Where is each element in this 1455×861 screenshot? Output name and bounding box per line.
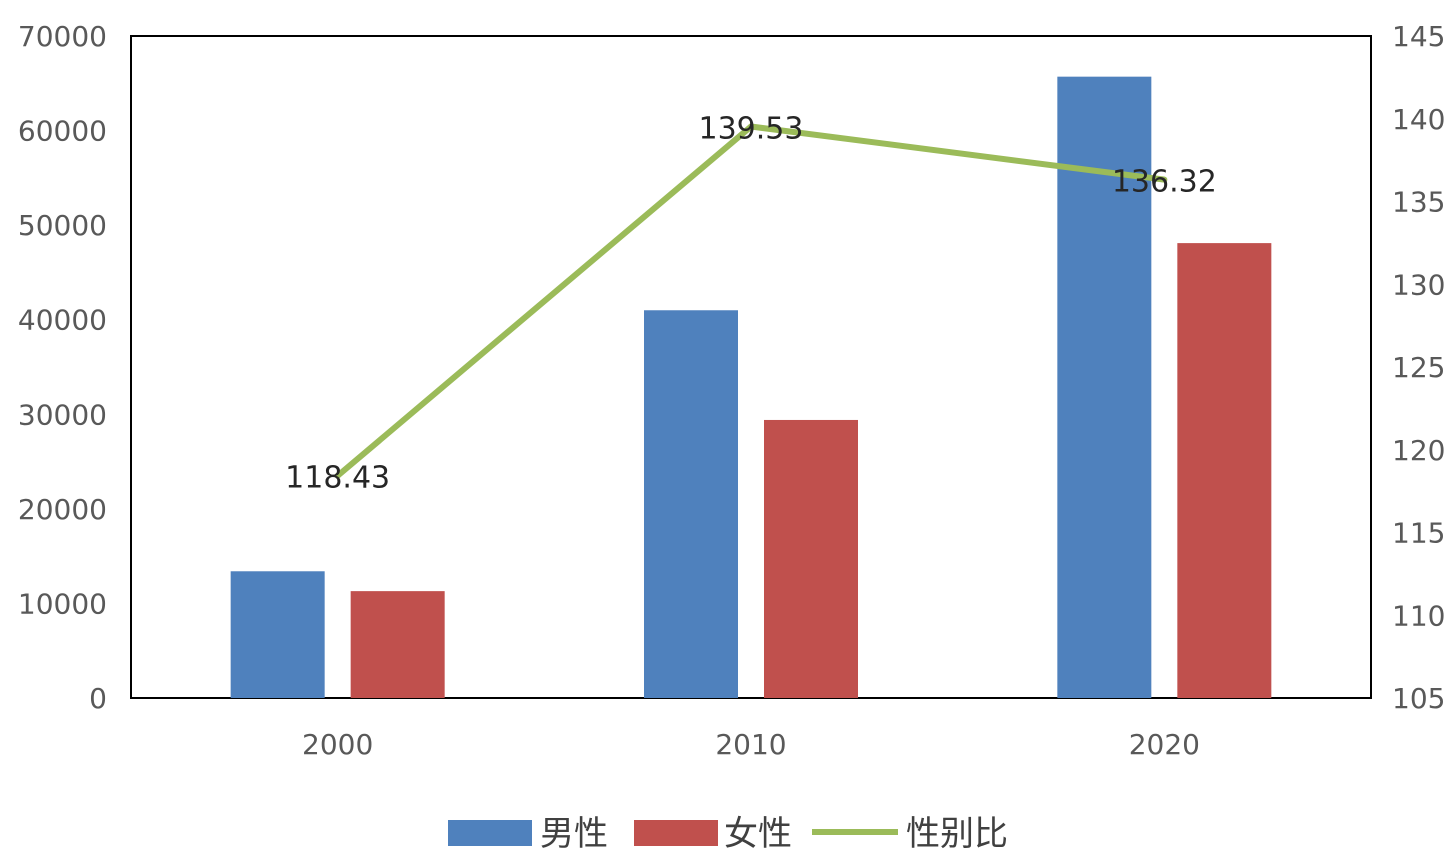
plot-frame — [130, 35, 1372, 699]
right-tick-label: 105 — [1392, 682, 1445, 715]
right-tick-label: 130 — [1392, 268, 1445, 301]
left-axis-ticks: 0 10000 20000 30000 40000 50000 60000 70000 — [18, 20, 107, 715]
bar-male-2000 — [230, 571, 325, 698]
bar-female-2010 — [764, 419, 858, 698]
x-axis-ticks: 2000 2010 2020 — [302, 728, 1200, 761]
legend-swatch-female — [634, 820, 718, 846]
x-tick-label: 2000 — [302, 728, 373, 761]
legend-label: 女性 — [724, 814, 792, 854]
left-tick-label: 60000 — [18, 115, 107, 148]
sex-ratio-line — [335, 123, 1165, 479]
legend: 男性 女性 性别比 — [448, 814, 1008, 854]
right-axis-ticks: 105 110 115 120 125 130 135 140 145 — [1392, 20, 1445, 715]
left-tick-label: 40000 — [18, 304, 107, 337]
bar-female-2020 — [1177, 243, 1272, 698]
right-tick-label: 110 — [1392, 599, 1445, 632]
bar-male-2010 — [644, 310, 738, 698]
sex-ratio-point-2020 — [1161, 176, 1168, 183]
line-layer: 118.43 139.53 136.32 — [285, 112, 1217, 496]
right-tick-label: 115 — [1392, 517, 1445, 550]
right-tick-label: 125 — [1392, 351, 1445, 384]
left-tick-label: 50000 — [18, 209, 107, 242]
legend-label: 男性 — [540, 814, 608, 854]
legend-label: 性别比 — [906, 814, 1008, 854]
left-tick-label: 70000 — [18, 20, 107, 53]
legend-swatch-male — [448, 820, 532, 846]
sex-ratio-point-2010 — [748, 123, 754, 130]
right-tick-label: 140 — [1392, 103, 1445, 136]
left-tick-label: 0 — [89, 682, 107, 715]
sex-ratio-data-label-2010: 139.53 — [699, 112, 804, 147]
left-tick-label: 30000 — [18, 398, 107, 431]
right-tick-label: 135 — [1392, 186, 1445, 219]
right-tick-label: 145 — [1392, 20, 1445, 53]
sex-ratio-point-2000 — [334, 472, 341, 479]
x-tick-label: 2020 — [1129, 728, 1200, 761]
left-tick-label: 10000 — [18, 587, 107, 620]
bar-male-2020 — [1057, 76, 1152, 698]
x-tick-label: 2010 — [715, 728, 786, 761]
left-tick-label: 20000 — [18, 493, 107, 526]
sex-ratio-data-label-2020: 136.32 — [1112, 165, 1217, 200]
sex-ratio-data-label-2000: 118.43 — [285, 461, 390, 496]
bars-layer — [230, 76, 1272, 698]
bar-female-2000 — [350, 591, 445, 698]
right-tick-label: 120 — [1392, 434, 1445, 467]
